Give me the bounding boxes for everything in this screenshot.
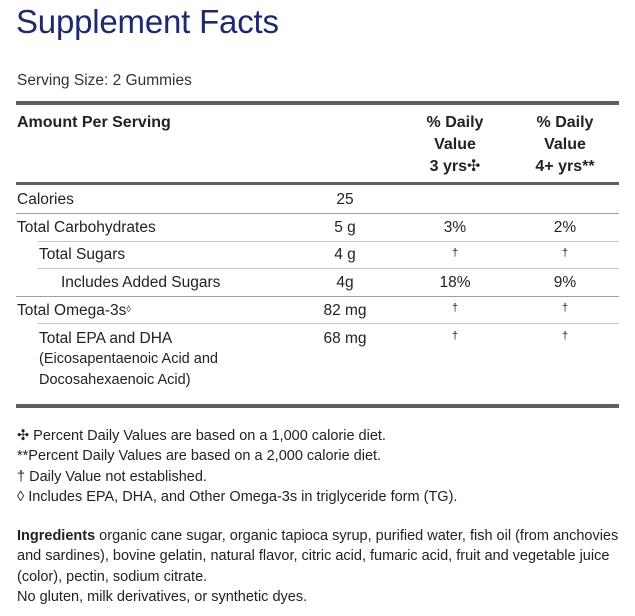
amount-per-serving-header: Amount Per Serving <box>17 114 171 131</box>
row-divider <box>38 241 619 242</box>
row-added-sugars-name: Includes Added Sugars <box>61 274 221 291</box>
serving-size: Serving Size: 2 Gummies <box>17 72 192 89</box>
row-epa-dha-dv3: † <box>451 330 459 342</box>
dv-3yrs-header-line1: % Daily <box>426 114 484 131</box>
row-omega3-amount: 82 mg <box>323 302 367 319</box>
dv-4yrs-header-line2: Value <box>544 136 586 153</box>
footnote-2000-cal: **Percent Daily Values are based on a 2,… <box>17 448 382 464</box>
footnote-omega3: ◊ Includes EPA, DHA, and Other Omega-3s … <box>17 489 458 505</box>
row-carbs-amount: 5 g <box>334 219 356 236</box>
row-calories-name: Calories <box>17 191 74 208</box>
row-sugars-name: Total Sugars <box>39 246 126 263</box>
top-rule <box>16 101 619 105</box>
row-divider <box>38 323 619 324</box>
row-carbs-dv3: 3% <box>443 219 467 236</box>
header-rule <box>16 182 619 185</box>
row-omega3-dv3: † <box>451 302 459 314</box>
row-added-sugars-dv4: 9% <box>553 274 577 291</box>
row-epa-dha-dv4: † <box>561 330 569 342</box>
row-added-sugars-amount: 4g <box>336 274 354 291</box>
row-divider <box>16 213 619 214</box>
row-carbs-dv4: 2% <box>553 219 577 236</box>
row-epa-dha-sub2: Docosahexaenoic Acid) <box>39 372 191 388</box>
footnote-dv-not-established: † Daily Value not established. <box>17 469 207 485</box>
row-sugars-dv3: † <box>451 247 459 259</box>
row-epa-dha-amount: 68 mg <box>323 330 367 347</box>
ingredients-text: organic cane sugar, organic tapioca syru… <box>17 528 619 585</box>
dv-3yrs-header-line3: 3 yrs✣ <box>429 158 481 175</box>
row-epa-dha-name: Total EPA and DHA (Eicosapentaenoic Acid… <box>39 329 218 391</box>
row-added-sugars-dv3: 18% <box>439 274 471 291</box>
dv-4yrs-header: % Daily Value 4+ yrs** <box>515 112 615 178</box>
dv-3yrs-header-line2: Value <box>434 136 476 153</box>
bottom-rule <box>16 404 619 408</box>
row-calories-amount: 25 <box>336 191 354 208</box>
dietary-note: No gluten, milk derivatives, or syntheti… <box>17 589 308 605</box>
row-sugars-amount: 4 g <box>334 246 356 263</box>
row-divider <box>16 296 619 297</box>
page-title: Supplement Facts <box>16 3 279 40</box>
dv-3yrs-header: % Daily Value 3 yrs✣ <box>405 112 505 178</box>
row-omega3-name: Total Omega-3s◊ <box>17 301 131 321</box>
ingredients: Ingredients organic cane sugar, organic … <box>17 526 622 587</box>
row-epa-dha-sub1: (Eicosapentaenoic Acid and <box>39 351 218 367</box>
ingredients-label: Ingredients <box>17 528 96 544</box>
row-divider <box>38 268 619 269</box>
dv-4yrs-header-line1: % Daily <box>536 114 594 131</box>
omega3-footnote-mark: ◊ <box>126 304 131 314</box>
row-sugars-dv4: † <box>561 247 569 259</box>
row-carbs-name: Total Carbohydrates <box>17 219 156 236</box>
dv-4yrs-header-line3: 4+ yrs** <box>535 158 595 175</box>
row-epa-dha-label: Total EPA and DHA <box>39 330 173 347</box>
row-omega3-label: Total Omega-3s <box>17 302 127 319</box>
row-omega3-dv4: † <box>561 302 569 314</box>
footnote-1000-cal: ✣ Percent Daily Values are based on a 1,… <box>17 428 386 444</box>
